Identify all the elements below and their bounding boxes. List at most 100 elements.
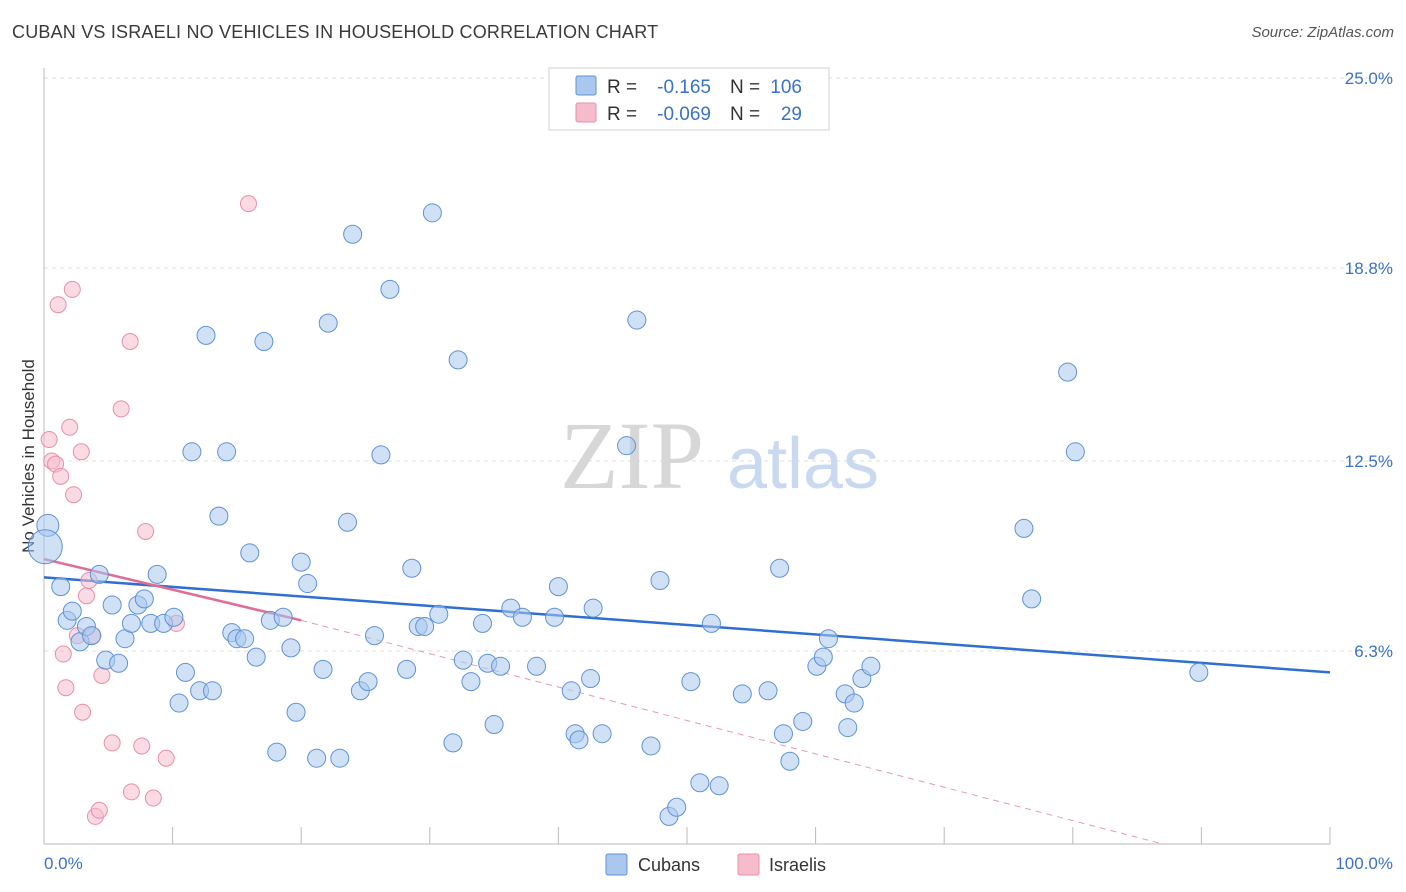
- cubans-point: [217, 442, 237, 462]
- cubans-point: [307, 748, 327, 768]
- israelis-point: [90, 801, 108, 819]
- legend-n-value-israelis: 29: [781, 104, 802, 125]
- cubans-point: [82, 626, 102, 646]
- cubans-point: [1058, 362, 1078, 382]
- y-tick-labels: 6.3% 12.5% 18.8% 25.0%: [1345, 69, 1393, 661]
- trend-lines: [43, 557, 1331, 845]
- israelis-point: [133, 737, 151, 755]
- cubans-point: [380, 279, 400, 299]
- cubans-point: [548, 577, 568, 597]
- cubans-point: [175, 662, 195, 682]
- cubans-point: [182, 442, 202, 462]
- cubans-point: [343, 224, 363, 244]
- israelis-point: [72, 443, 90, 461]
- legend: R = -0.165 N = 106 R = -0.069 N = 29: [548, 67, 830, 131]
- cubans-point: [732, 684, 752, 704]
- cubans-point: [484, 715, 504, 735]
- cubans-point: [235, 629, 255, 649]
- watermark: ZIP atlas: [560, 402, 879, 509]
- cubans-point: [27, 529, 63, 565]
- cubans-point: [581, 669, 601, 689]
- israelis-point: [74, 703, 92, 721]
- cubans-point: [298, 574, 318, 594]
- cubans-point: [51, 577, 71, 597]
- cubans-point: [121, 613, 141, 633]
- israelis-point: [57, 679, 75, 697]
- cubans-point: [627, 310, 647, 330]
- cubans-point: [844, 693, 864, 713]
- y-tick-label-3: 25.0%: [1345, 69, 1393, 88]
- israelis-points: [40, 195, 257, 825]
- cubans-point: [102, 595, 122, 615]
- israelis-point: [157, 749, 175, 767]
- israelis-trend-extension: [301, 619, 1163, 845]
- cubans-point: [681, 672, 701, 692]
- cubans-point: [267, 742, 287, 762]
- cubans-point: [473, 613, 493, 633]
- israelis-trend-line: [43, 557, 302, 622]
- cubans-point: [709, 776, 729, 796]
- cubans-point: [273, 607, 293, 627]
- israelis-point: [77, 587, 95, 605]
- y-axis-title: No Vehicles in Household: [19, 359, 38, 553]
- cubans-point: [813, 647, 833, 667]
- israelis-point: [144, 789, 162, 807]
- cubans-point: [561, 681, 581, 701]
- bottom-legend-label-israelis: Israelis: [769, 855, 826, 875]
- cubans-point: [286, 702, 306, 722]
- cubans-point: [491, 656, 511, 676]
- cubans-point: [641, 736, 661, 756]
- cubans-point: [527, 656, 547, 676]
- israelis-point: [61, 418, 79, 436]
- cubans-point: [545, 607, 565, 627]
- cubans-point: [443, 733, 463, 753]
- cubans-point: [701, 613, 721, 633]
- x-axis-ticks: [172, 827, 1331, 844]
- cubans-trend-line: [43, 576, 1331, 674]
- cubans-point: [109, 653, 129, 673]
- cubans-point: [254, 332, 274, 352]
- cubans-point: [415, 616, 435, 636]
- bottom-legend-swatch-cubans: [605, 853, 628, 876]
- cubans-point: [453, 650, 473, 670]
- bottom-legend-label-cubans: Cubans: [638, 855, 700, 875]
- israelis-point: [137, 522, 155, 540]
- cubans-point: [838, 718, 858, 738]
- israelis-point: [93, 666, 111, 684]
- legend-r-value-cubans: -0.165: [657, 77, 711, 98]
- cubans-point: [62, 601, 82, 621]
- israelis-point: [112, 400, 130, 418]
- source-credit: Source: ZipAtlas.com: [1251, 24, 1394, 41]
- israelis-point: [239, 195, 257, 213]
- israelis-point: [49, 296, 67, 314]
- cubans-point: [365, 626, 385, 646]
- cubans-point: [569, 730, 589, 750]
- cubans-point: [429, 604, 449, 624]
- legend-r-label-israelis: R =: [607, 104, 637, 125]
- legend-n-label-cubans: N =: [730, 77, 760, 98]
- israelis-point: [103, 734, 121, 752]
- cubans-point: [330, 748, 350, 768]
- cubans-point: [758, 681, 778, 701]
- cubans-point: [667, 797, 687, 817]
- cubans-point: [240, 543, 260, 563]
- cubans-point: [402, 558, 422, 578]
- cubans-point: [246, 647, 266, 667]
- y-tick-label-2: 18.8%: [1345, 259, 1393, 278]
- cubans-point: [1014, 518, 1034, 538]
- cubans-point: [313, 659, 333, 679]
- cubans-point: [793, 711, 813, 731]
- legend-r-value-israelis: -0.069: [657, 104, 711, 125]
- israelis-point: [65, 486, 83, 504]
- cubans-point: [397, 659, 417, 679]
- israelis-point: [121, 333, 139, 351]
- x-tick-label-max: 100.0%: [1335, 854, 1393, 873]
- cubans-point: [448, 350, 468, 370]
- cubans-point: [773, 724, 793, 744]
- cubans-point: [169, 693, 189, 713]
- legend-n-label-israelis: N =: [730, 104, 760, 125]
- cubans-point: [861, 656, 881, 676]
- cubans-point: [358, 672, 378, 692]
- cubans-point: [164, 607, 184, 627]
